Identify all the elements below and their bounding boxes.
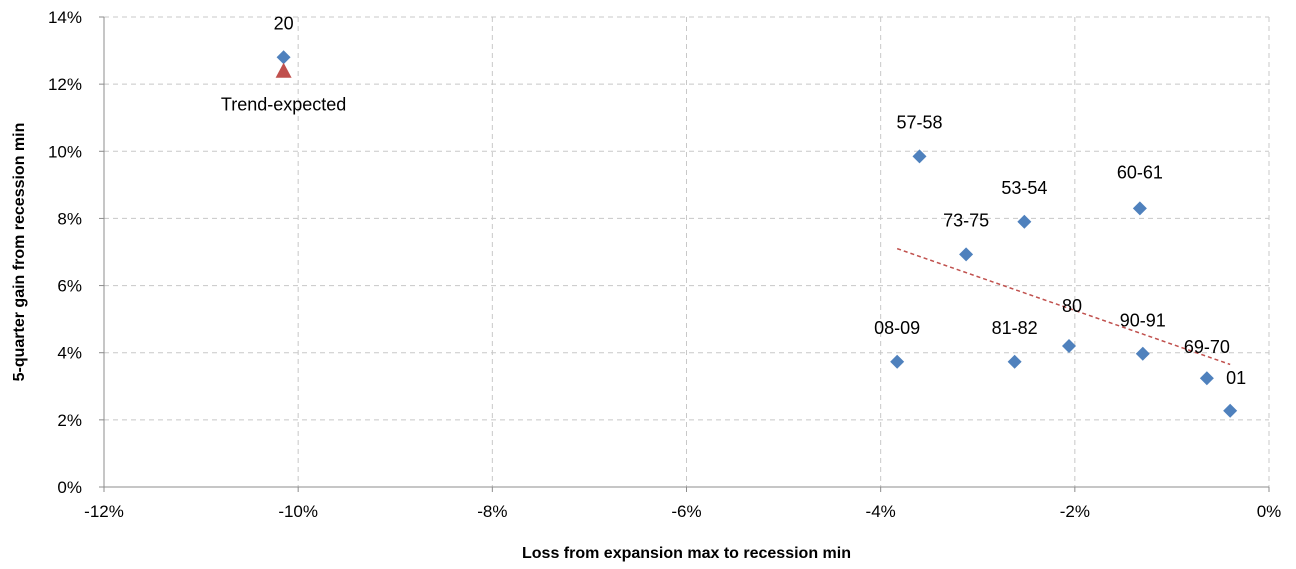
point-label: 69-70 (1184, 337, 1230, 357)
y-tick-label: 0% (57, 478, 82, 497)
y-tick-label: 6% (57, 277, 82, 296)
point-label: 60-61 (1117, 162, 1163, 182)
point-label: 08-09 (874, 318, 920, 338)
diamond-marker (1062, 339, 1077, 353)
point-label: 01 (1226, 368, 1246, 388)
diamond-marker (1135, 346, 1150, 361)
diamond-marker (1199, 371, 1214, 386)
y-tick-label: 2% (57, 411, 82, 430)
y-tick-label: 10% (48, 142, 82, 161)
point-labels: 20 57-58 53-54 60-61 73-75 08-09 81-82 80 90-91 6… (221, 13, 1246, 388)
trendline-layer (896, 247, 1231, 366)
x-tick-label: -12% (84, 502, 124, 521)
y-axis-title: 5-quarter gain from recession min (11, 123, 28, 382)
point-label: 20 (274, 13, 294, 33)
point-label: 80 (1062, 296, 1082, 316)
x-tick-label: -6% (671, 502, 701, 521)
point-label: 73-75 (943, 210, 989, 230)
diamond-marker (890, 354, 905, 369)
triangle-marker (275, 62, 292, 78)
x-tick-label: -4% (866, 502, 896, 521)
point-label: 81-82 (992, 318, 1038, 338)
data-points (275, 50, 1238, 418)
x-tick-label: -2% (1060, 502, 1090, 521)
diamond-marker (1223, 403, 1238, 418)
diamond-marker (1132, 201, 1147, 216)
x-tick-label: 0% (1257, 502, 1282, 521)
y-tick-label: 12% (48, 75, 82, 94)
x-tick-label: -8% (477, 502, 507, 521)
point-label: 53-54 (1001, 178, 1047, 198)
diamond-marker (959, 247, 974, 262)
x-axis-title: Loss from expansion max to recession min (522, 545, 851, 562)
point-label: 90-91 (1120, 311, 1166, 331)
diamond-marker (1017, 214, 1032, 229)
gridlines (104, 16, 1270, 487)
x-tick-label: -10% (278, 502, 318, 521)
y-tick-label: 14% (48, 8, 82, 27)
y-tick-label: 8% (57, 209, 82, 228)
point-label: Trend-expected (221, 95, 346, 115)
diamond-marker (276, 50, 291, 65)
diamond-marker (1007, 354, 1022, 369)
diamond-marker (912, 149, 927, 164)
axes: -12% -10% -8% -6% -4% -2% 0% 0% 2% 4% 6% 8% 10% 12% 14… (48, 8, 1281, 521)
y-tick-label: 4% (57, 344, 82, 363)
trendline (896, 247, 1231, 366)
point-label: 57-58 (896, 112, 942, 132)
